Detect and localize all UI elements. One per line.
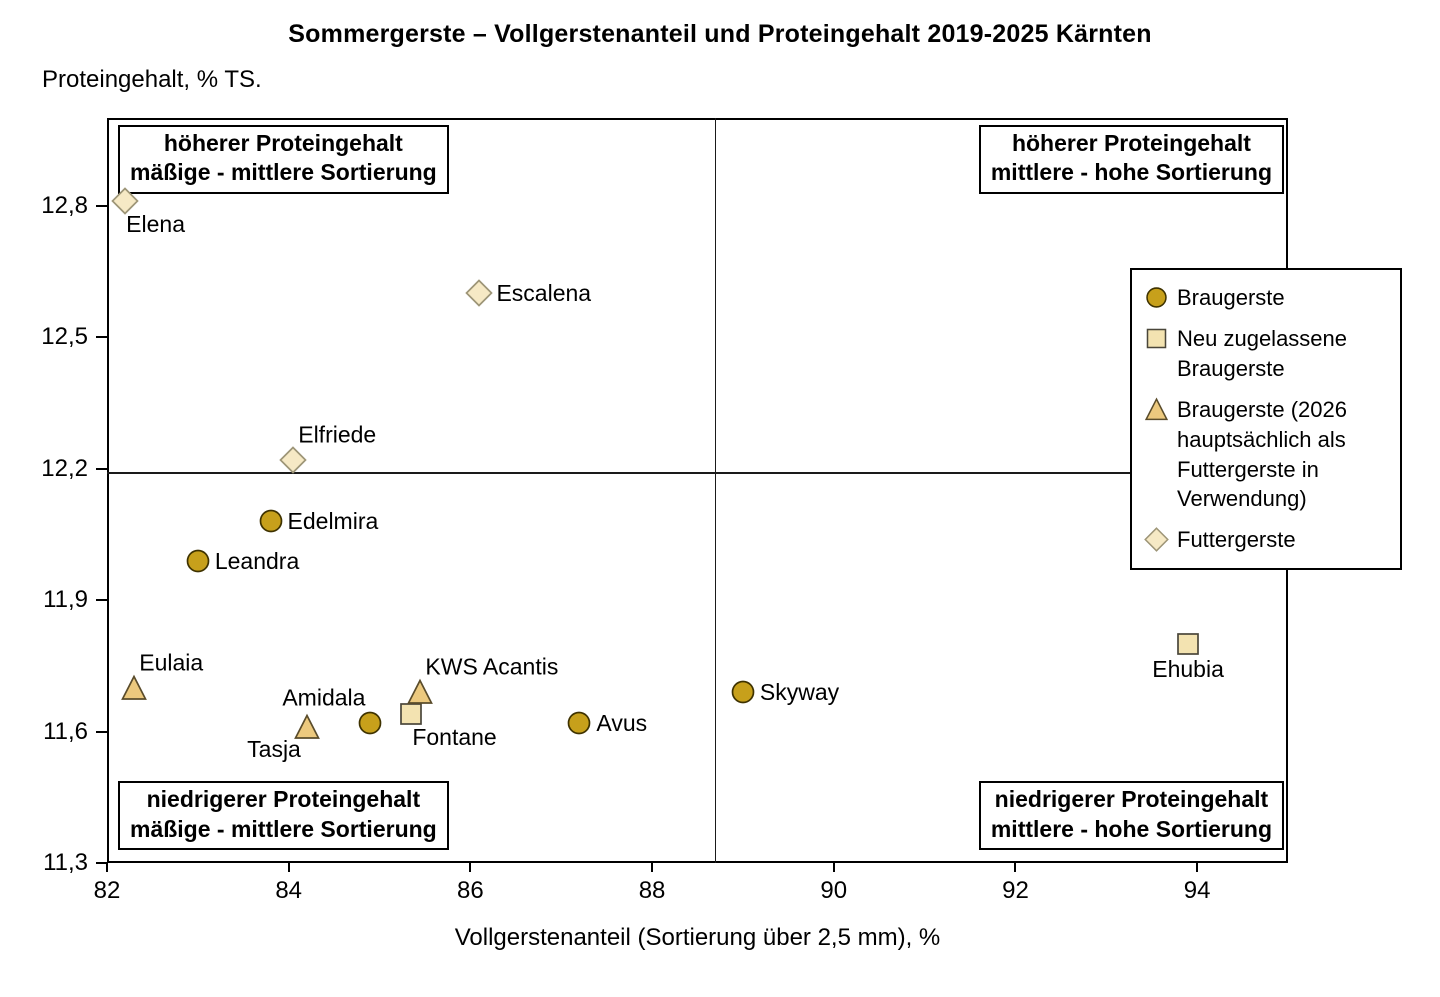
data-point-amidala	[355, 708, 385, 738]
legend-item-braugerste-2026-hauptsächlich-als-futter: Braugerste (2026 hauptsächlich als Futte…	[1143, 395, 1390, 515]
x-tick-mark	[1196, 863, 1199, 872]
y-tick-mark	[96, 730, 107, 733]
quadrant-label-line: mittlere - hohe Sortierung	[990, 815, 1272, 842]
y-tick-label: 11,9	[43, 586, 88, 614]
legend-item-neu-zugelassene-braugerste: Neu zugelassene Braugerste	[1143, 324, 1390, 384]
legend-item-label: Braugerste (2026 hauptsächlich als Futte…	[1177, 396, 1347, 512]
data-point-skyway	[728, 677, 758, 707]
legend-item-label: Braugerste	[1177, 285, 1285, 310]
data-point-leandra	[183, 546, 213, 576]
diamond-marker-icon	[465, 279, 494, 307]
quadrant-label-top-left: höherer Proteingehalt mäßige - mittlere S…	[118, 125, 449, 194]
data-point-avus	[564, 708, 594, 738]
chart-title: Sommergerste – Vollgerstenanteil und Pro…	[288, 20, 1152, 48]
legend: Braugerste Neu zugelassene Braugerste Brau…	[1130, 268, 1402, 571]
quadrant-label-line: höherer Proteingehalt	[163, 130, 403, 156]
x-tick-label: 86	[457, 877, 484, 904]
x-axis-title: Vollgerstenanteil (Sortierung über 2,5 m…	[454, 924, 941, 951]
data-point-edelmira	[256, 506, 286, 536]
y-tick-mark	[96, 204, 107, 207]
circle-marker-icon	[359, 711, 382, 735]
x-tick-mark	[469, 863, 472, 872]
x-tick-mark	[1014, 863, 1017, 872]
quadrant-label-line: höherer Proteingehalt	[1011, 130, 1251, 156]
data-point-label-fontane: Fontane	[412, 724, 497, 750]
quadrant-label-line: niedrigerer Proteingehalt	[146, 786, 421, 813]
data-point-label-elena: Elena	[126, 211, 185, 238]
y-tick-label: 11,3	[43, 849, 88, 876]
x-tick-mark	[832, 863, 835, 872]
data-point-label-skyway: Skyway	[759, 678, 840, 705]
data-point-label-tasja: Tasja	[247, 736, 301, 763]
circle-marker-icon	[186, 549, 210, 572]
y-tick-mark	[96, 599, 107, 602]
quadrant-label-line: niedrigerer Proteingehalt	[994, 786, 1269, 813]
y-tick-label: 12,8	[41, 191, 88, 219]
data-point-eulaia	[119, 673, 149, 703]
x-tick-mark	[651, 863, 654, 872]
x-tick-label: 92	[1002, 877, 1029, 904]
y-tick-label: 12,5	[41, 323, 88, 351]
data-point-elfriede	[278, 445, 308, 475]
data-point-fontane	[396, 699, 426, 729]
legend-item-braugerste: Braugerste	[1143, 283, 1390, 313]
circle-marker-icon	[568, 711, 591, 735]
x-tick-mark	[287, 863, 290, 872]
quadrant-label-line: mittlere - hohe Sortierung	[990, 159, 1272, 186]
data-point-ehubia	[1173, 629, 1203, 659]
circle-marker-icon	[731, 680, 755, 704]
data-point-label-leandra: Leandra	[214, 547, 300, 574]
circle-marker-icon	[1146, 287, 1167, 308]
triangle-marker-icon	[407, 678, 434, 704]
legend-item-label: Futtergerste	[1177, 527, 1296, 553]
data-point-label-edelmira: Edelmira	[287, 507, 379, 534]
quadrant-label-top-right: höherer Proteingehalt mittlere - hohe Sor…	[978, 125, 1284, 194]
diamond-marker-icon	[279, 446, 307, 474]
x-tick-label: 82	[93, 877, 121, 904]
data-point-label-eulaia: Eulaia	[139, 649, 204, 676]
quadrant-label-line: mäßige - mittlere Sortierung	[130, 815, 437, 842]
data-point-label-elfriede: Elfriede	[298, 421, 377, 448]
diamond-marker-icon	[111, 187, 139, 215]
y-tick-label: 12,2	[41, 454, 88, 482]
legend-item-label: Neu zugelassene Braugerste	[1177, 325, 1348, 381]
quadrant-label-bottom-left: niedrigerer Proteingehalt mäßige - mittle…	[118, 781, 449, 850]
diamond-marker-icon	[1144, 527, 1169, 553]
data-point-label-escalena: Escalena	[496, 280, 592, 307]
square-marker-icon	[1177, 633, 1199, 655]
data-point-label-kws-acantis: KWS Acantis	[425, 653, 559, 680]
quadrant-label-bottom-right: niedrigerer Proteingehalt mittlere - hohe…	[978, 781, 1284, 850]
triangle-marker-icon	[293, 713, 320, 739]
y-axis-title: Proteingehalt, % TS.	[42, 66, 262, 93]
square-marker-icon	[1146, 328, 1167, 349]
data-point-escalena	[464, 278, 494, 308]
square-marker-icon	[400, 703, 423, 725]
quadrant-label-line: mäßige - mittlere Sortierung	[130, 159, 437, 186]
x-tick-label: 90	[820, 877, 848, 904]
x-tick-label: 94	[1183, 877, 1211, 904]
x-tick-label: 88	[638, 877, 666, 904]
data-point-label-amidala: Amidala	[282, 684, 366, 711]
quadrant-divider-horizontal	[107, 472, 1288, 474]
y-tick-mark	[96, 467, 107, 470]
x-tick-mark	[106, 863, 108, 872]
data-point-label-ehubia: Ehubia	[1152, 655, 1224, 682]
triangle-marker-icon	[1144, 397, 1169, 420]
y-tick-label: 11,6	[43, 717, 88, 745]
data-point-label-avus: Avus	[596, 709, 648, 736]
triangle-marker-icon	[121, 674, 148, 700]
data-point-kws-acantis	[405, 677, 435, 707]
x-tick-label: 84	[275, 877, 303, 904]
data-point-tasja	[292, 712, 322, 742]
legend-item-futtergerste: Futtergerste	[1143, 525, 1390, 555]
data-point-elena	[110, 186, 140, 216]
quadrant-divider-vertical	[714, 118, 717, 863]
circle-marker-icon	[259, 509, 282, 533]
y-tick-mark	[96, 862, 107, 864]
y-tick-mark	[96, 336, 107, 339]
